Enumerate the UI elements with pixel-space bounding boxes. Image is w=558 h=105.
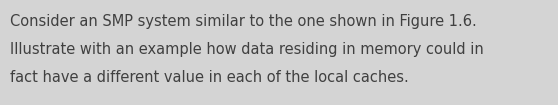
Text: Consider an SMP system similar to the one shown in Figure 1.6.: Consider an SMP system similar to the on… (10, 14, 477, 29)
Text: Illustrate with an example how data residing in memory could in: Illustrate with an example how data resi… (10, 42, 484, 57)
Text: fact have a different value in each of the local caches.: fact have a different value in each of t… (10, 70, 409, 85)
